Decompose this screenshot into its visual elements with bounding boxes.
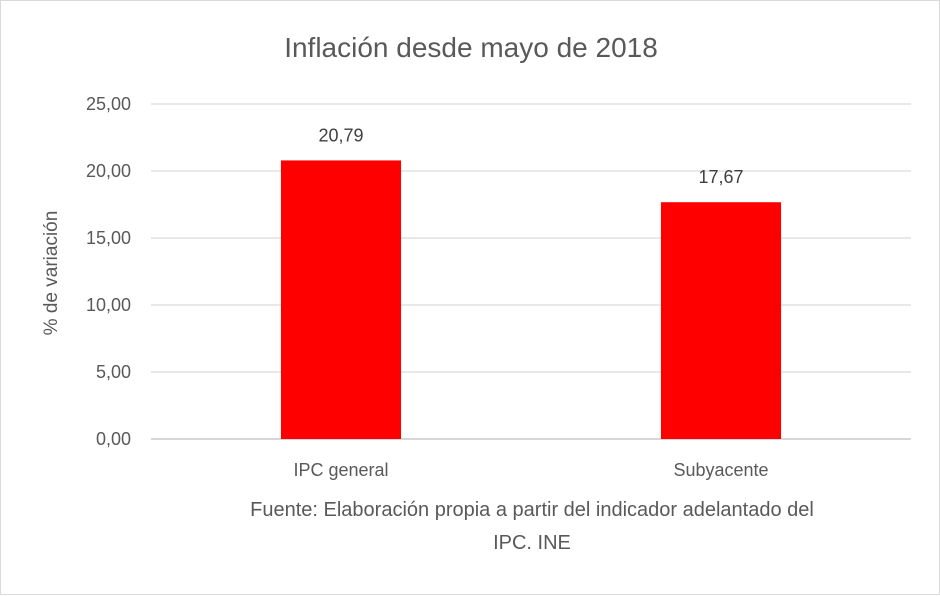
y-tick-label: 15,00 [86,228,131,248]
data-labels: 20,79 17,67 [318,125,743,187]
gridlines [151,103,911,440]
bar [280,160,402,439]
y-axis-ticks: 0,00 5,00 10,00 15,00 20,00 25,00 [86,94,131,449]
source-note-line2: IPC. INE [493,532,571,554]
data-label: 20,79 [318,125,363,145]
bars [280,160,782,439]
category-label: Subyacente [673,460,768,480]
y-tick-label: 0,00 [96,429,131,449]
data-label: 17,67 [698,167,743,187]
y-tick-label: 5,00 [96,362,131,382]
source-note-line1: Fuente: Elaboración propia a partir del … [250,499,814,521]
y-tick-label: 25,00 [86,94,131,114]
y-tick-label: 20,00 [86,161,131,181]
y-axis-label: % de variación [41,211,62,336]
y-tick-label: 10,00 [86,295,131,315]
category-labels: IPC general Subyacente [293,460,768,480]
category-label: IPC general [293,460,388,480]
chart-title: Inflación desde mayo de 2018 [284,32,658,63]
bar [660,202,782,439]
